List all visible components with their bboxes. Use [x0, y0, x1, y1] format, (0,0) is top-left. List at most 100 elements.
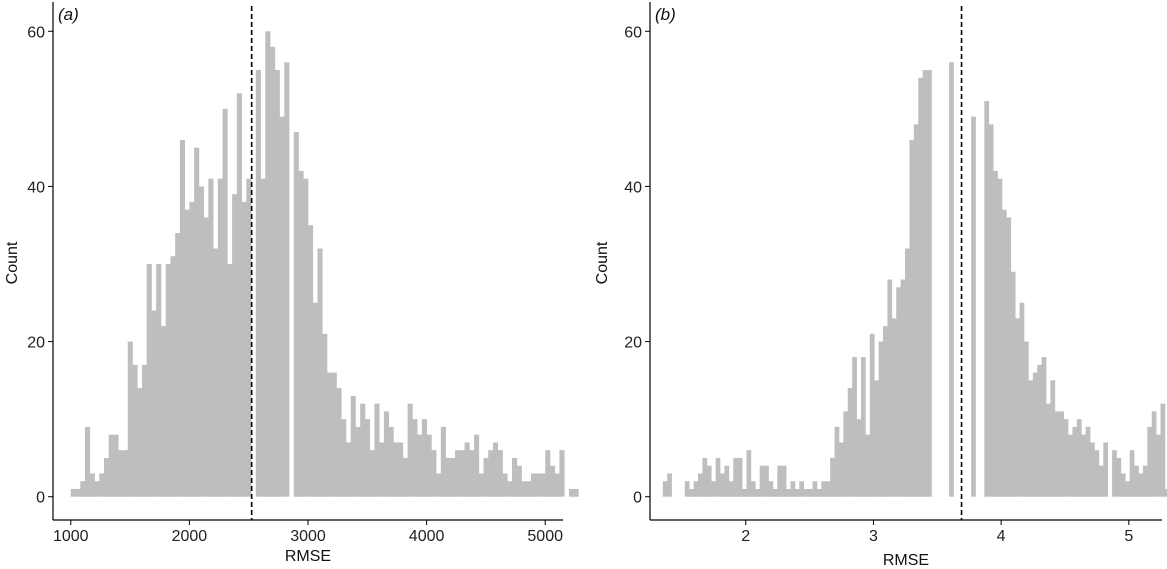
panel-b-bar	[1147, 426, 1153, 497]
panel-a-bar	[345, 442, 352, 497]
panel-a-x-tick-label: 1000	[53, 528, 89, 545]
panel-b-bar	[905, 248, 910, 497]
panel-a-x-tick-label: 2000	[172, 528, 208, 545]
panel-a-bar	[436, 473, 442, 497]
panel-a-bar	[284, 62, 290, 497]
panel-b-bars	[662, 62, 1167, 497]
panel-b-bar	[878, 341, 884, 497]
panel-a-bar	[360, 403, 366, 497]
panel-b-bar	[825, 481, 831, 497]
panel-b-x-axis-title: RMSE	[883, 552, 929, 569]
panel-b-bar	[1103, 442, 1109, 497]
panel-a-bar	[459, 450, 465, 497]
panel-a-bar	[217, 178, 223, 497]
panel-a-bar	[355, 426, 361, 497]
panel-a-bar	[549, 465, 556, 497]
panel-b-bar	[984, 101, 990, 497]
panel-b-bar	[1076, 419, 1082, 497]
panel-a-bar	[194, 147, 200, 497]
panel-b-bar	[711, 481, 716, 497]
panel-b-bar	[1160, 403, 1166, 497]
panel-a-bar	[554, 473, 560, 497]
panel-a-bar	[255, 70, 261, 497]
panel-b-bar	[1125, 481, 1131, 497]
panel-a-bar	[573, 488, 579, 497]
panel-b-x-tick-label: 4	[997, 528, 1006, 545]
panel-a-bar	[232, 194, 238, 497]
panel-a-bar	[312, 302, 318, 497]
panel-a-bar	[137, 388, 143, 497]
panel-a-bar	[374, 403, 380, 497]
panel-b-bar	[816, 488, 822, 497]
panel-b-bar	[1090, 442, 1095, 497]
panel-b-y-tick-label: 0	[633, 490, 642, 507]
panel-a-bar	[146, 264, 152, 497]
panel-a-bar	[293, 132, 299, 497]
panel-a-bar	[270, 46, 276, 497]
panel-b-bar	[720, 473, 725, 497]
panel-a-bar	[431, 450, 437, 497]
panel-a-bar	[308, 225, 314, 497]
panel-b-bar	[1164, 488, 1167, 497]
panel-a-bar	[317, 248, 323, 497]
panel-a-bar	[298, 170, 304, 497]
panel-a-bar	[516, 465, 522, 497]
panel-b-bar	[772, 488, 778, 497]
panel-a-bar	[512, 457, 518, 497]
panel-a-bar	[402, 457, 408, 497]
panel-a-bar	[350, 395, 356, 497]
panel-b-bar	[834, 426, 840, 497]
panel-b-bar	[786, 488, 791, 497]
panel-b-bar	[1098, 465, 1104, 497]
panel-a-bar	[483, 457, 489, 497]
panel-a-bar	[179, 139, 185, 497]
panel-b-bar	[1015, 318, 1020, 497]
panel-a-bar	[535, 473, 541, 497]
panel-a-bar	[336, 388, 342, 497]
panel-b-bar	[997, 178, 1003, 497]
panel-b-bar	[799, 481, 805, 497]
panel-a-bar	[398, 442, 404, 497]
panel-a-bar	[99, 473, 105, 497]
panel-b-bar	[790, 481, 796, 497]
panel-b-y-axis-title: Count	[594, 241, 611, 284]
panel-b-bar	[742, 488, 747, 497]
panel-a-bar	[170, 256, 176, 497]
panel-a-bar	[322, 333, 328, 497]
panel-a-bar	[331, 372, 337, 497]
panel-a-bar	[540, 473, 546, 497]
panel-a-bar	[75, 488, 81, 497]
panel-b-bar	[900, 279, 906, 497]
panel-a-bar	[445, 457, 451, 497]
panel-a-bar	[279, 116, 285, 497]
panel-a-x-tick-label: 4000	[409, 528, 445, 545]
panel-b-bar	[781, 465, 787, 497]
panel-b-bar	[728, 481, 734, 497]
panel-a-bar	[118, 450, 124, 497]
panel-a: (a) 0 20 40 60 1000 2000 3000 4000 5000 RMSE Co…	[4, 2, 579, 565]
panel-b-bar	[1129, 450, 1135, 497]
panel-b-bar	[1116, 457, 1122, 497]
panel-a-bar	[493, 442, 499, 497]
panel-a-bars	[70, 31, 579, 497]
panel-b-bar	[1037, 364, 1042, 497]
panel-a-bar	[260, 178, 266, 497]
panel-a-bar	[412, 419, 418, 497]
panel-b-y-tick-label: 20	[624, 335, 642, 352]
panel-a-y-tick-label: 40	[27, 179, 45, 196]
panel-a-bar	[198, 186, 204, 497]
panel-a-bar	[189, 201, 195, 497]
panel-b-bar	[913, 124, 919, 497]
panel-b-bar	[1151, 411, 1157, 497]
panel-a-bar	[450, 457, 456, 497]
panel-a-bar	[364, 419, 371, 497]
panel-a-bar	[369, 450, 375, 497]
panel-b-y-ticks: 0 20 40 60	[624, 24, 650, 507]
panel-a-bar	[156, 264, 162, 497]
panel-b-bar	[821, 481, 827, 497]
panel-b-bar	[838, 442, 844, 497]
panel-a-bar	[407, 403, 413, 497]
panel-b-bar	[698, 473, 703, 497]
panel-b-bar	[869, 333, 875, 497]
